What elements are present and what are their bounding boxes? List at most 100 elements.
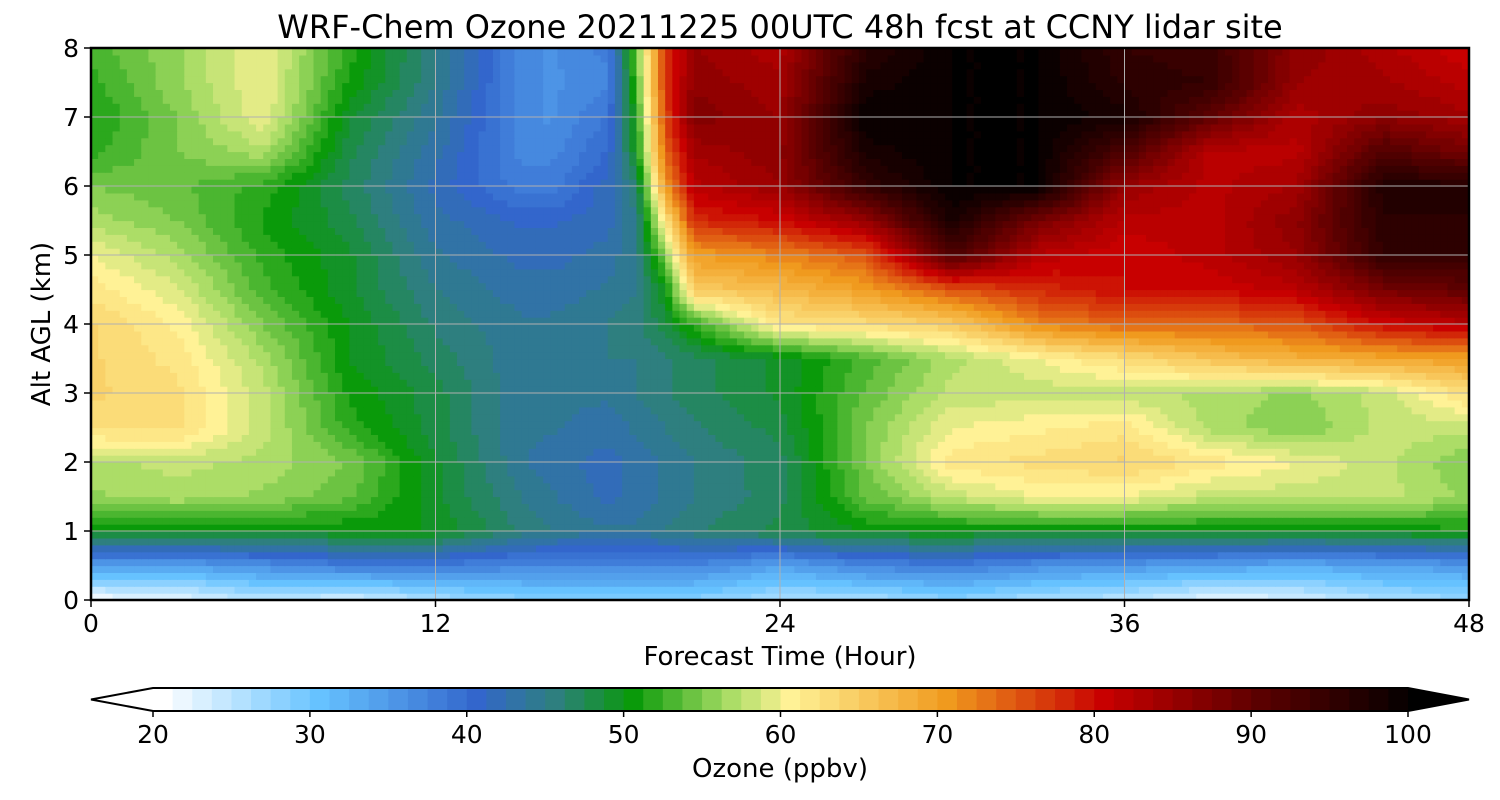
field-cell [665, 462, 673, 470]
field-cell [543, 566, 551, 574]
field-cell [357, 434, 365, 442]
field-cell [809, 497, 817, 505]
field-cell [744, 552, 752, 560]
field-cell [1290, 510, 1298, 518]
field-cell [787, 531, 795, 539]
field-cell [550, 531, 558, 539]
field-cell [536, 517, 544, 525]
field-cell [959, 586, 967, 594]
field-cell [644, 428, 652, 436]
field-cell [278, 490, 286, 498]
field-cell [421, 462, 429, 470]
field-cell [1254, 510, 1262, 518]
field-cell [156, 517, 164, 525]
field-cell [213, 579, 221, 587]
field-cell [902, 503, 910, 511]
field-cell [1376, 531, 1384, 539]
field-cell [1132, 490, 1140, 498]
field-cell [1218, 462, 1226, 470]
field-cell [974, 566, 982, 574]
field-cell [715, 559, 723, 567]
field-cell [816, 462, 824, 470]
field-cell [220, 517, 228, 525]
field-cell [1218, 503, 1226, 511]
field-cell [967, 545, 975, 553]
field-cell [802, 421, 810, 429]
field-cell [924, 441, 932, 449]
field-cell [608, 586, 616, 594]
field-cell [1318, 428, 1326, 436]
field-cell [507, 469, 515, 477]
field-cell [1433, 462, 1441, 470]
field-cell [1160, 531, 1168, 539]
field-cell [1060, 462, 1068, 470]
field-cell [837, 559, 845, 567]
field-cell [148, 497, 156, 505]
field-cell [1361, 545, 1369, 553]
field-cell [579, 531, 587, 539]
field-cell [694, 448, 702, 456]
field-cell [1153, 579, 1161, 587]
field-cell [1010, 566, 1018, 574]
field-cell [909, 462, 917, 470]
field-cell [1390, 572, 1398, 580]
field-cell [888, 476, 896, 484]
field-cell [242, 510, 250, 518]
field-cell [134, 462, 142, 470]
field-cell [292, 462, 300, 470]
field-cell [644, 469, 652, 477]
field-cell [421, 455, 429, 463]
field-cell [357, 531, 365, 539]
field-cell [1182, 421, 1190, 429]
field-cell [486, 552, 494, 560]
field-cell [608, 483, 616, 491]
field-cell [522, 428, 530, 436]
field-cell [1074, 579, 1082, 587]
field-cell [1455, 552, 1463, 560]
field-cell [1412, 421, 1420, 429]
field-cell [916, 483, 924, 491]
field-cell [1268, 421, 1276, 429]
field-cell [1081, 428, 1089, 436]
field-cell [1318, 531, 1326, 539]
field-cell [751, 455, 759, 463]
field-cell [543, 545, 551, 553]
field-cell [1455, 455, 1463, 463]
field-cell [967, 531, 975, 539]
field-cell [1081, 469, 1089, 477]
field-cell [1225, 586, 1233, 594]
field-cell [1354, 586, 1362, 594]
field-cell [127, 497, 135, 505]
field-cell [565, 483, 573, 491]
field-cell [206, 483, 214, 491]
field-cell [191, 483, 199, 491]
field-cell [967, 517, 975, 525]
field-cell [493, 448, 501, 456]
field-cell [959, 572, 967, 580]
field-cell [1369, 462, 1377, 470]
field-cell [852, 545, 860, 553]
field-cell [715, 448, 723, 456]
field-cell [959, 448, 967, 456]
field-cell [995, 517, 1003, 525]
field-cell [1031, 476, 1039, 484]
field-cell [1203, 483, 1211, 491]
field-cell [888, 503, 896, 511]
field-cell [407, 490, 415, 498]
field-cell [170, 545, 178, 553]
field-cell [105, 421, 113, 429]
field-cell [1002, 552, 1010, 560]
field-cell [780, 469, 788, 477]
field-cell [1203, 476, 1211, 484]
field-cell [837, 503, 845, 511]
field-cell [421, 559, 429, 567]
field-cell [809, 586, 817, 594]
field-cell [242, 531, 250, 539]
field-cell [1232, 441, 1240, 449]
field-cell [105, 531, 113, 539]
field-cell [371, 497, 379, 505]
field-cell [1325, 441, 1333, 449]
field-cell [1340, 476, 1348, 484]
field-cell [1182, 428, 1190, 436]
field-cell [902, 428, 910, 436]
